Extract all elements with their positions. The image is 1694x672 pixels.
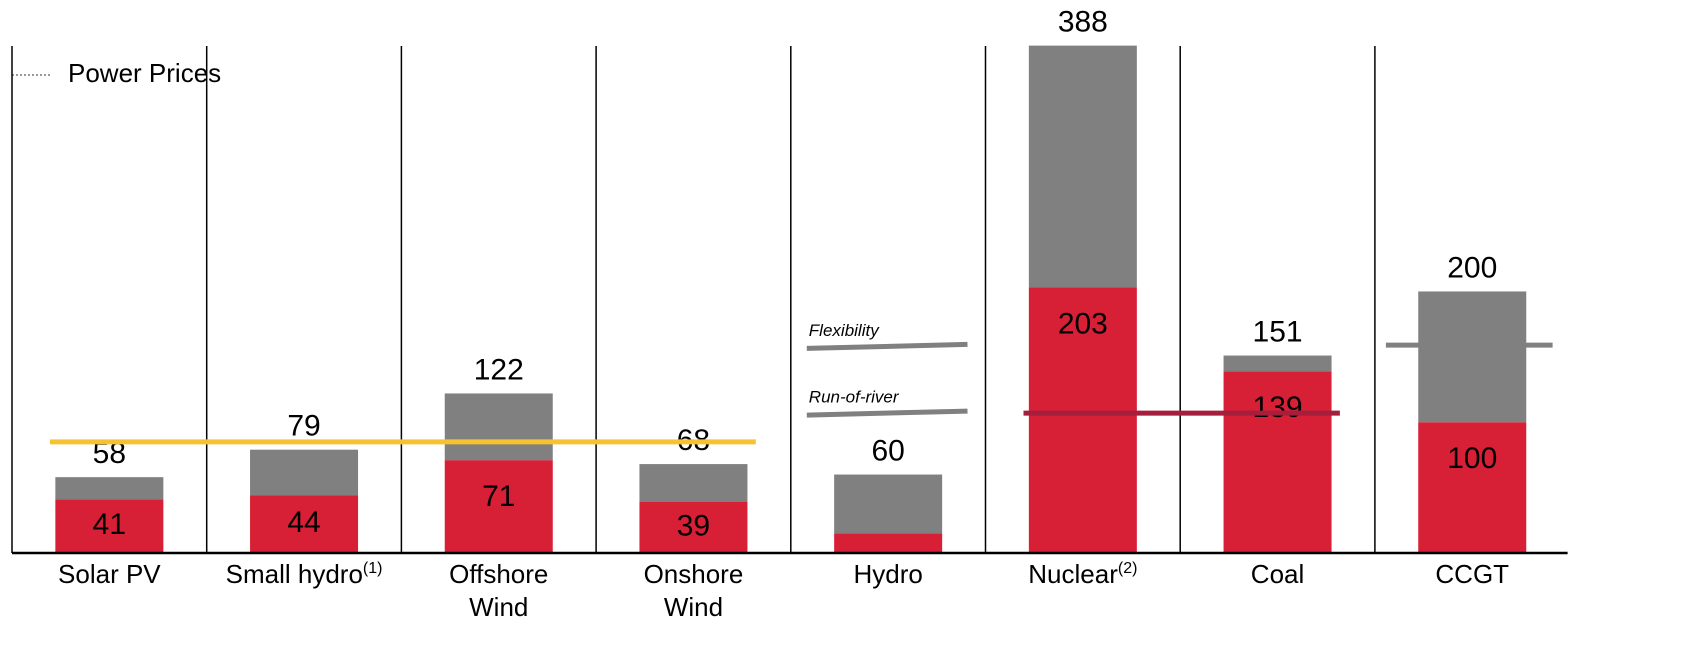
bar-segment <box>444 393 553 461</box>
category-note: (1) <box>362 560 383 577</box>
bar-segment <box>639 464 748 502</box>
segment-label: 71 <box>482 480 515 513</box>
x-tick-label: Onshore Wind <box>596 558 790 624</box>
category-name: Nuclear <box>1028 559 1118 589</box>
segment-label: 41 <box>93 508 126 541</box>
x-tick-label: Coal <box>1181 558 1375 591</box>
price-line <box>806 341 968 351</box>
bar-segment <box>1418 291 1527 423</box>
bar-segment <box>1418 422 1527 553</box>
segment-label: 139 <box>1253 391 1303 424</box>
segment-label: 39 <box>677 509 710 542</box>
bar-segment <box>250 449 359 496</box>
bar-segment <box>55 499 164 553</box>
category-note: (2) <box>1117 560 1138 577</box>
price-line-label: Run-of-river <box>809 388 900 407</box>
bar-segment <box>1028 45 1137 288</box>
total-label: 388 <box>1058 6 1108 39</box>
price-line-label: Flexibility <box>809 321 880 340</box>
segment-label: 44 <box>287 506 320 539</box>
category-name: CCGT <box>1435 559 1510 589</box>
x-tick-label: CCGT <box>1375 558 1569 591</box>
category-name: Small hydro <box>225 559 363 589</box>
legend-label: Power Prices <box>68 58 221 88</box>
bar-segment <box>1223 355 1332 372</box>
bar-segment <box>834 533 943 553</box>
category-name: Offshore Wind <box>449 559 549 622</box>
total-label: 151 <box>1253 315 1303 348</box>
bar-segment <box>55 477 164 500</box>
bar-segment <box>834 474 943 534</box>
segment-label: 100 <box>1447 442 1497 475</box>
category-name: Hydro <box>853 559 923 589</box>
bar-segment <box>250 495 359 553</box>
bar-segment <box>639 502 748 553</box>
category-name: Onshore Wind <box>643 559 744 622</box>
x-tick-label: Small hydro(1) <box>207 558 401 591</box>
category-name: Coal <box>1250 559 1305 589</box>
bar-segment <box>1223 371 1332 553</box>
x-tick-label: Solar PV <box>12 558 206 591</box>
segment-label: 203 <box>1058 307 1108 340</box>
x-tick-label: Nuclear(2) <box>986 558 1180 591</box>
x-tick-label: Offshore Wind <box>402 558 596 624</box>
bar-segment <box>1028 287 1137 553</box>
total-label: 122 <box>474 353 524 386</box>
x-tick-label: Hydro <box>791 558 985 591</box>
total-label: 79 <box>287 410 320 443</box>
total-label: 200 <box>1447 251 1497 284</box>
bar-segment <box>444 460 553 553</box>
price-line <box>806 408 968 418</box>
category-name: Solar PV <box>58 559 161 589</box>
total-label: 60 <box>871 434 904 467</box>
